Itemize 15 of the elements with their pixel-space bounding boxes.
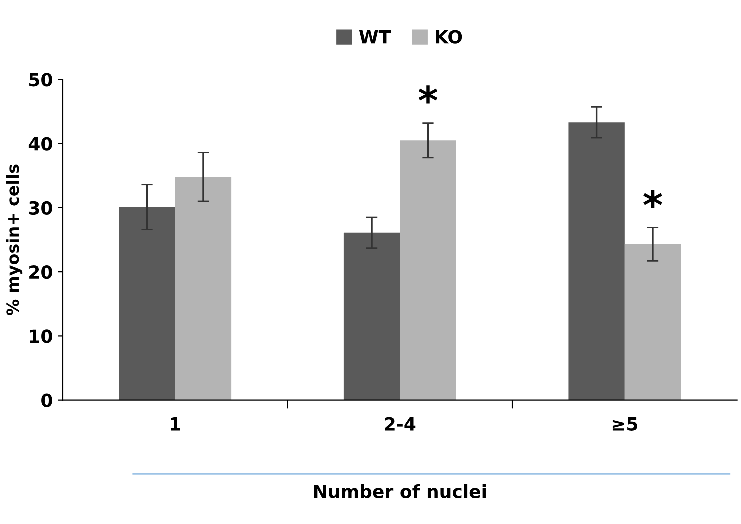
annotation: * [644,190,662,208]
y-tick-label: 10 [30,330,52,344]
y-tick-label: 50 [30,73,52,87]
legend-label: KO [436,30,462,44]
y-tick-label: 40 [28,137,52,151]
y-axis-title: % myosin+ cells [6,164,23,316]
x-axis-title: Number of nuclei [314,484,486,498]
x-tick-label: 2-4 [385,417,416,431]
y-tick-label: 0 [42,394,52,408]
x-tick-label: 1 [171,418,180,431]
y-tick-label: 20 [30,266,52,280]
legend-label: WT [359,30,392,44]
annotation: * [418,86,438,104]
x-tick-label: ≥5 [612,418,638,431]
y-tick-label: 30 [29,201,52,216]
